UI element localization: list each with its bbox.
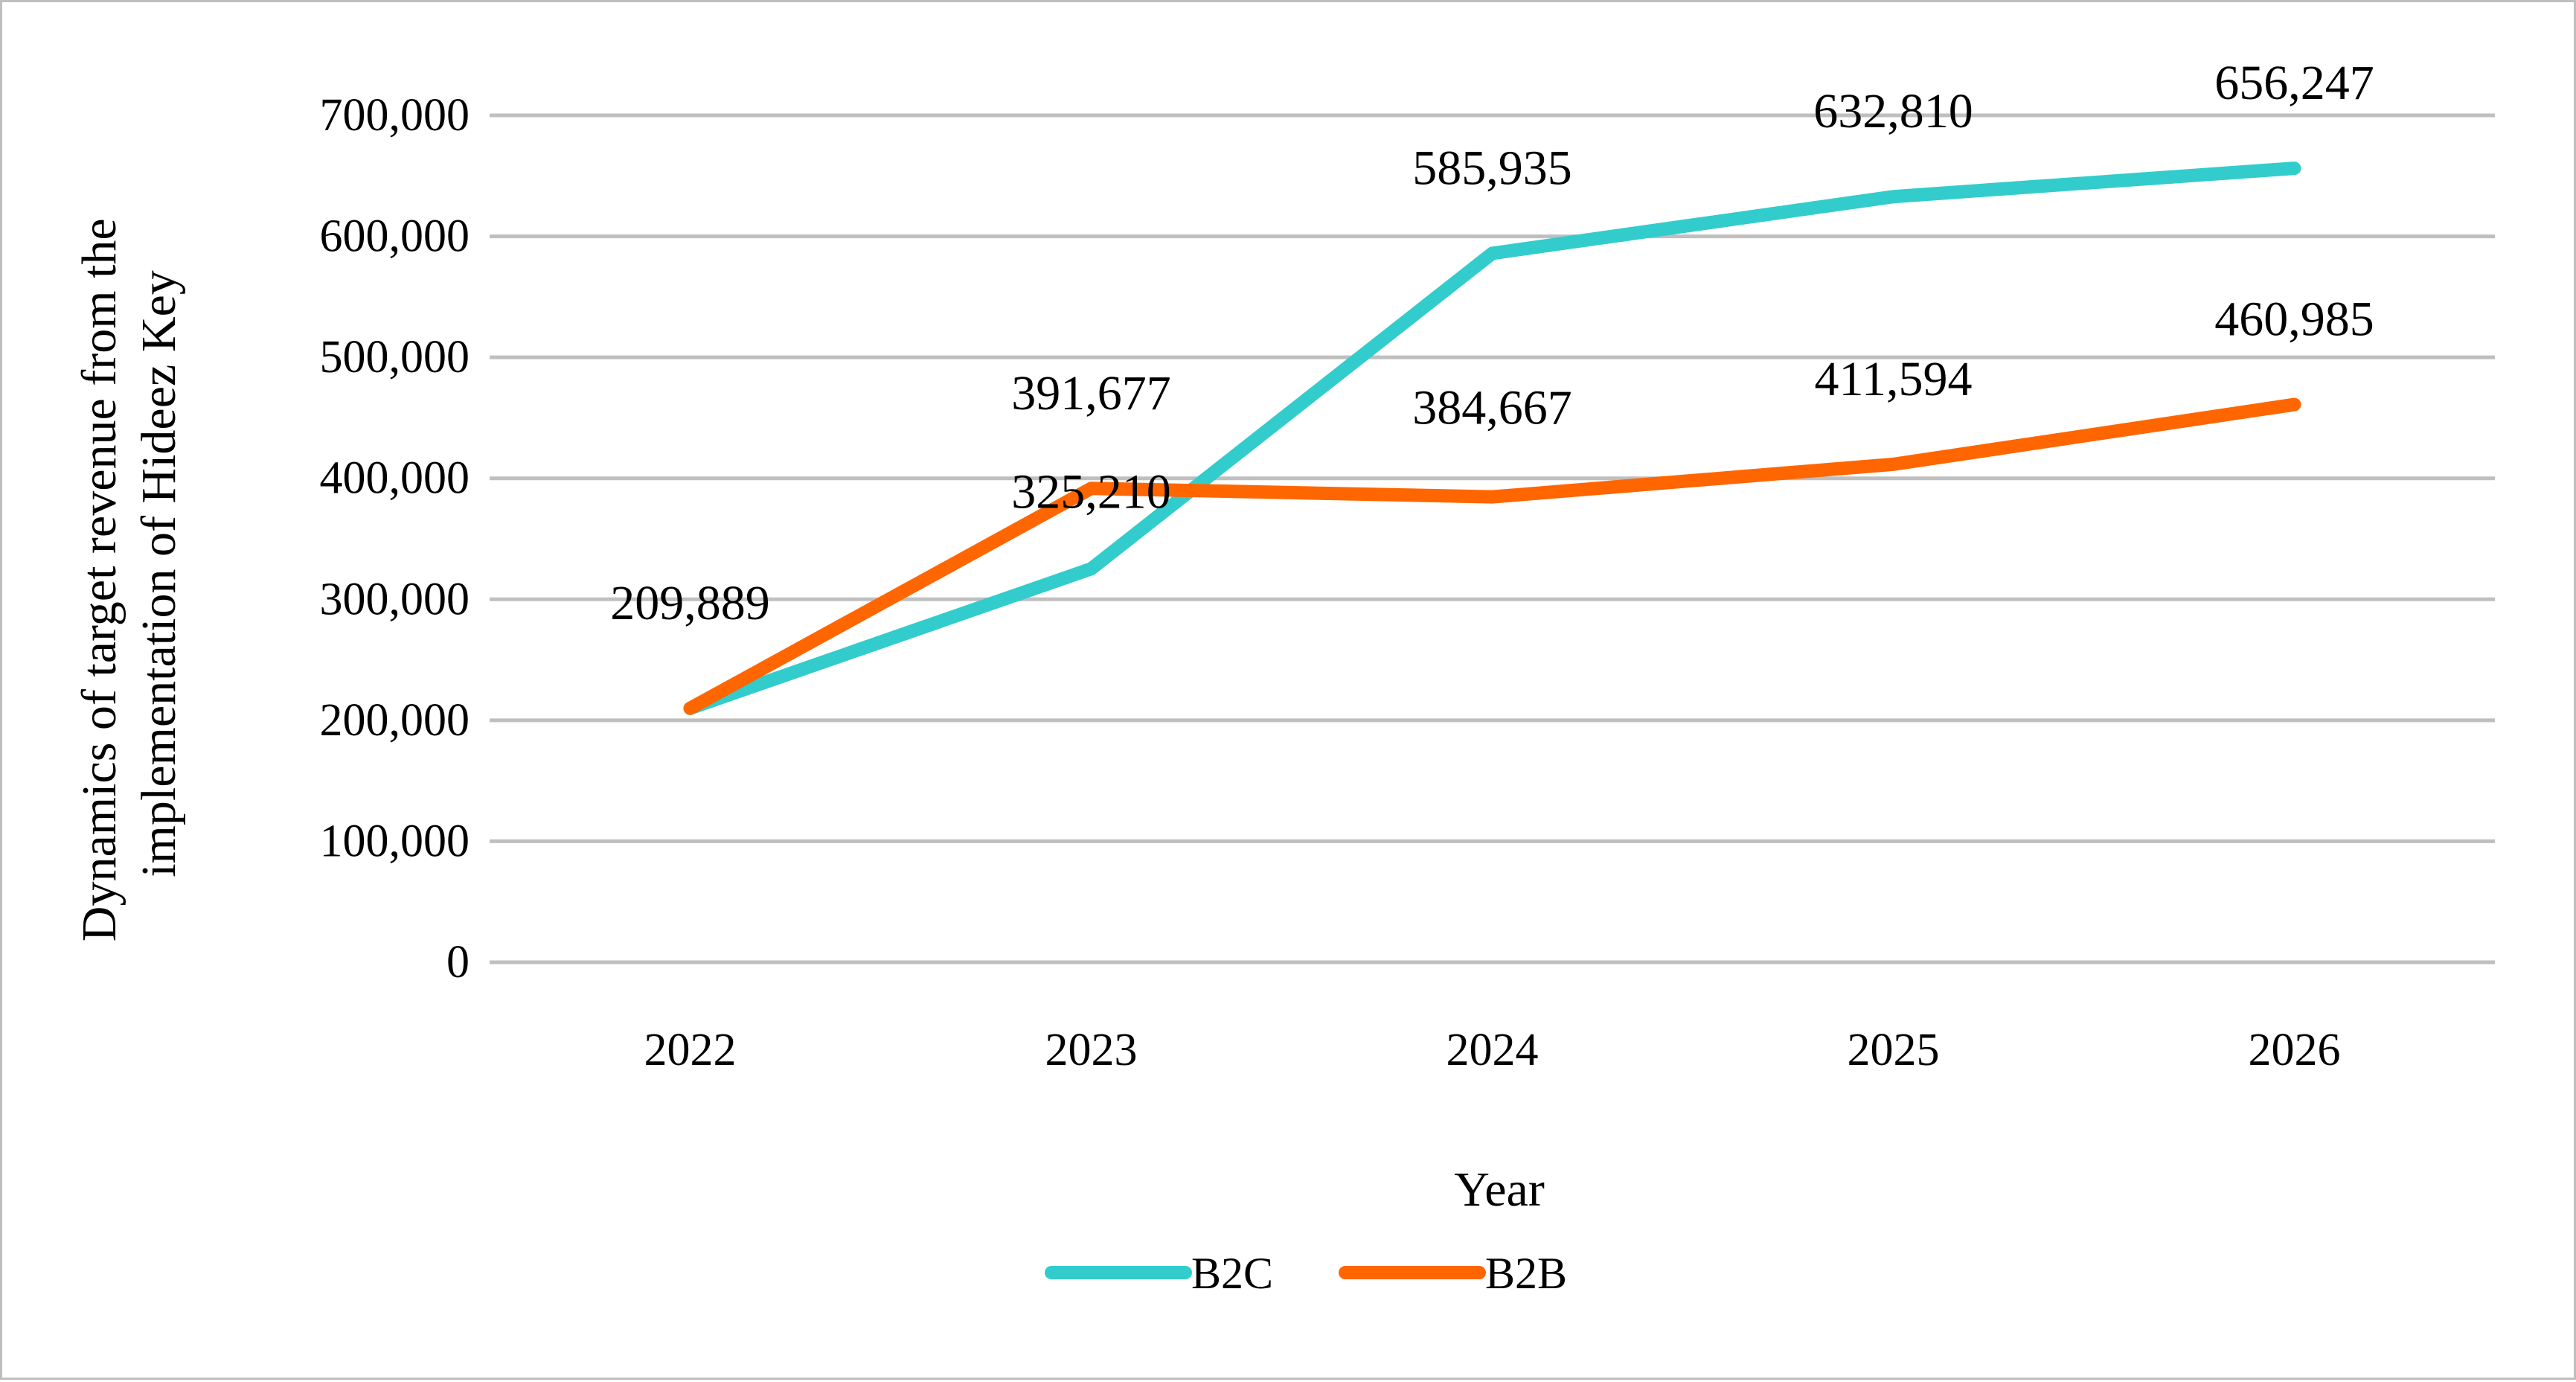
- data-label-b2b: 411,594: [1814, 352, 1972, 406]
- y-axis-title: Dynamics of target revenue from the impl…: [72, 206, 186, 941]
- series-lines: [683, 161, 2301, 715]
- series-line-b2b: [683, 397, 2301, 715]
- data-label-b2c: 632,810: [1813, 84, 1973, 138]
- data-label-b2c: 209,889: [610, 576, 770, 630]
- x-tick-label: 2022: [644, 1025, 737, 1075]
- legend-label-b2b: B2B: [1485, 1249, 1567, 1298]
- x-axis-title: Year: [1454, 1162, 1545, 1217]
- y-axis-tick-labels: 0 100,000 200,000 300,000 400,000 500,000 600,…: [320, 90, 470, 988]
- legend-label-b2c: B2C: [1191, 1249, 1273, 1298]
- y-tick-label: 700,000: [320, 90, 470, 141]
- data-label-b2c: 585,935: [1412, 141, 1572, 195]
- y-tick-label: 500,000: [320, 332, 470, 383]
- data-label-b2b: 460,985: [2214, 292, 2374, 347]
- series-line-b2c: [683, 161, 2301, 715]
- x-tick-label: 2024: [1446, 1025, 1539, 1075]
- x-tick-label: 2026: [2249, 1025, 2341, 1075]
- y-tick-label: 200,000: [320, 695, 470, 746]
- y-tick-label: 400,000: [320, 453, 470, 504]
- y-axis-title-line-1: Dynamics of target revenue from the: [72, 218, 126, 941]
- data-label-b2c: 656,247: [2214, 56, 2374, 110]
- data-label-b2c: 325,210: [1011, 464, 1171, 519]
- y-axis-title-line-2: implementation of Hideez Key: [132, 270, 186, 877]
- legend: B2C B2B: [1045, 1249, 1567, 1298]
- data-labels: 209,889 325,210 585,935 632,810 656,247 391,6…: [610, 56, 2374, 630]
- x-tick-label: 2025: [1848, 1025, 1940, 1075]
- y-tick-label: 600,000: [320, 211, 470, 262]
- x-tick-label: 2023: [1045, 1025, 1138, 1075]
- y-tick-label: 300,000: [320, 574, 470, 624]
- grid-lines: [490, 113, 2495, 964]
- y-tick-label: 0: [446, 937, 470, 988]
- y-tick-label: 100,000: [320, 816, 470, 866]
- data-label-b2b: 384,667: [1412, 381, 1572, 435]
- data-label-b2b: 391,677: [1011, 366, 1171, 420]
- x-axis-tick-labels: 2022 2023 2024 2025 2026: [644, 1025, 2341, 1075]
